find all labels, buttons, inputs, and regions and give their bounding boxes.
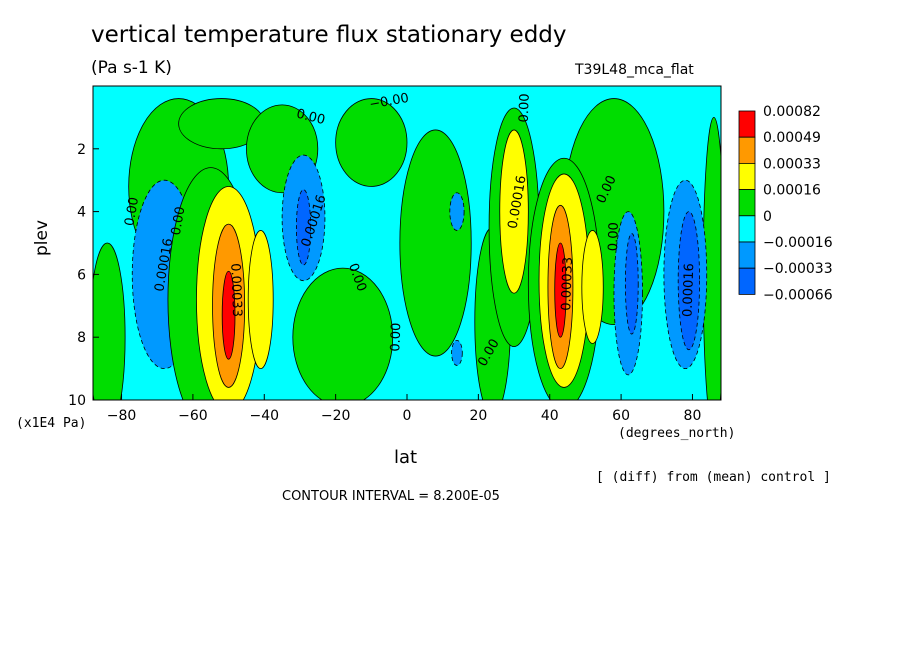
- x-tick-label-8: 80: [684, 408, 702, 424]
- contour-feature-6: [247, 230, 274, 369]
- y-axis-unit: (x1E4 Pa): [16, 416, 87, 431]
- legend: 0.00082 0.00049 0.00033 0.00016 0 −0.00016 −0.…: [738, 104, 833, 303]
- contour-feature-21: [677, 211, 700, 351]
- legend-label-7: −0.00066: [763, 287, 833, 303]
- contour-interval: CONTOUR INTERVAL = 8.200E-05: [282, 489, 500, 504]
- contour-label-3: 0.00033: [227, 263, 244, 317]
- positive-region-7: [93, 242, 126, 400]
- x-tick-label-5: 20: [469, 408, 487, 424]
- x-tick-label-2: −40: [249, 408, 279, 424]
- contour-feature-9: [449, 192, 465, 231]
- y-tick-label-2: 6: [77, 267, 86, 283]
- legend-swatch-0: [738, 110, 756, 138]
- x-axis-unit: (degrees_north): [618, 426, 736, 441]
- x-tick-label-7: 60: [612, 408, 630, 424]
- contour-feature-17: [581, 230, 604, 344]
- contour-label-9: 0.00: [517, 93, 533, 122]
- x-axis-label: lat: [394, 447, 418, 468]
- chart-title: vertical temperature flux stationary edd…: [91, 22, 567, 48]
- x-tick-label-3: −20: [321, 408, 351, 424]
- contour-feature-19: [624, 233, 639, 335]
- legend-label-3: 0.00016: [763, 183, 821, 199]
- legend-swatch-2: [738, 162, 756, 190]
- x-tick-label-4: 0: [403, 408, 412, 424]
- contour-label-0: 0.00: [122, 196, 142, 227]
- contour-feature-5: [221, 270, 236, 360]
- legend-swatch-6: [738, 267, 756, 295]
- plot-area: 0.00 0.000.00016 0.000330.00−0.000.000160.…: [93, 86, 721, 400]
- contour-label-1: 0.00: [169, 205, 189, 236]
- legend-swatch-4: [738, 215, 756, 243]
- legend-swatch-3: [738, 189, 756, 217]
- legend-label-1: 0.00049: [763, 130, 821, 146]
- y-tick-label-4: 10: [68, 393, 86, 409]
- contour-label-8: 0.00: [388, 322, 404, 351]
- contour-label-13: 0.00: [606, 222, 622, 251]
- y-tick-label-3: 8: [77, 330, 86, 346]
- positive-region-3: [335, 98, 408, 187]
- contour-label-15: 0.00016: [680, 263, 697, 317]
- y-tick-label-1: 4: [77, 205, 86, 221]
- legend-label-0: 0.00082: [763, 104, 821, 120]
- legend-label-6: −0.00033: [763, 261, 833, 277]
- x-tick-label-1: −60: [178, 408, 208, 424]
- contour-feature-16: [554, 242, 567, 338]
- legend-label-2: 0.00033: [763, 156, 821, 172]
- y-tick-label-0: 2: [77, 142, 86, 158]
- legend-label-5: −0.00016: [763, 235, 833, 251]
- axes: −80 −60 −40 −20 0 20 40 60 80 2 4 6 8 10: [68, 142, 701, 424]
- contour-feature-8: [295, 189, 312, 266]
- positive-region-9: [292, 267, 394, 400]
- contour-feature-12: [499, 129, 529, 294]
- legend-swatch-5: [738, 241, 756, 269]
- diff-note: [ (diff) from (mean) control ]: [596, 470, 831, 485]
- legend-swatch-1: [738, 136, 756, 164]
- positive-region-4: [399, 129, 472, 357]
- x-tick-label-6: 40: [541, 408, 559, 424]
- contour-label-14: 0.00033: [559, 257, 576, 311]
- run-label: T39L48_mca_flat: [575, 62, 694, 78]
- contour-feature-10: [451, 339, 463, 366]
- x-tick-label-0: −80: [107, 408, 137, 424]
- chart-units: (Pa s-1 K): [91, 58, 172, 78]
- contour-label-4: 0.00: [295, 107, 327, 129]
- legend-label-4: 0: [763, 209, 772, 225]
- contour-label-5: −0.00: [368, 91, 410, 113]
